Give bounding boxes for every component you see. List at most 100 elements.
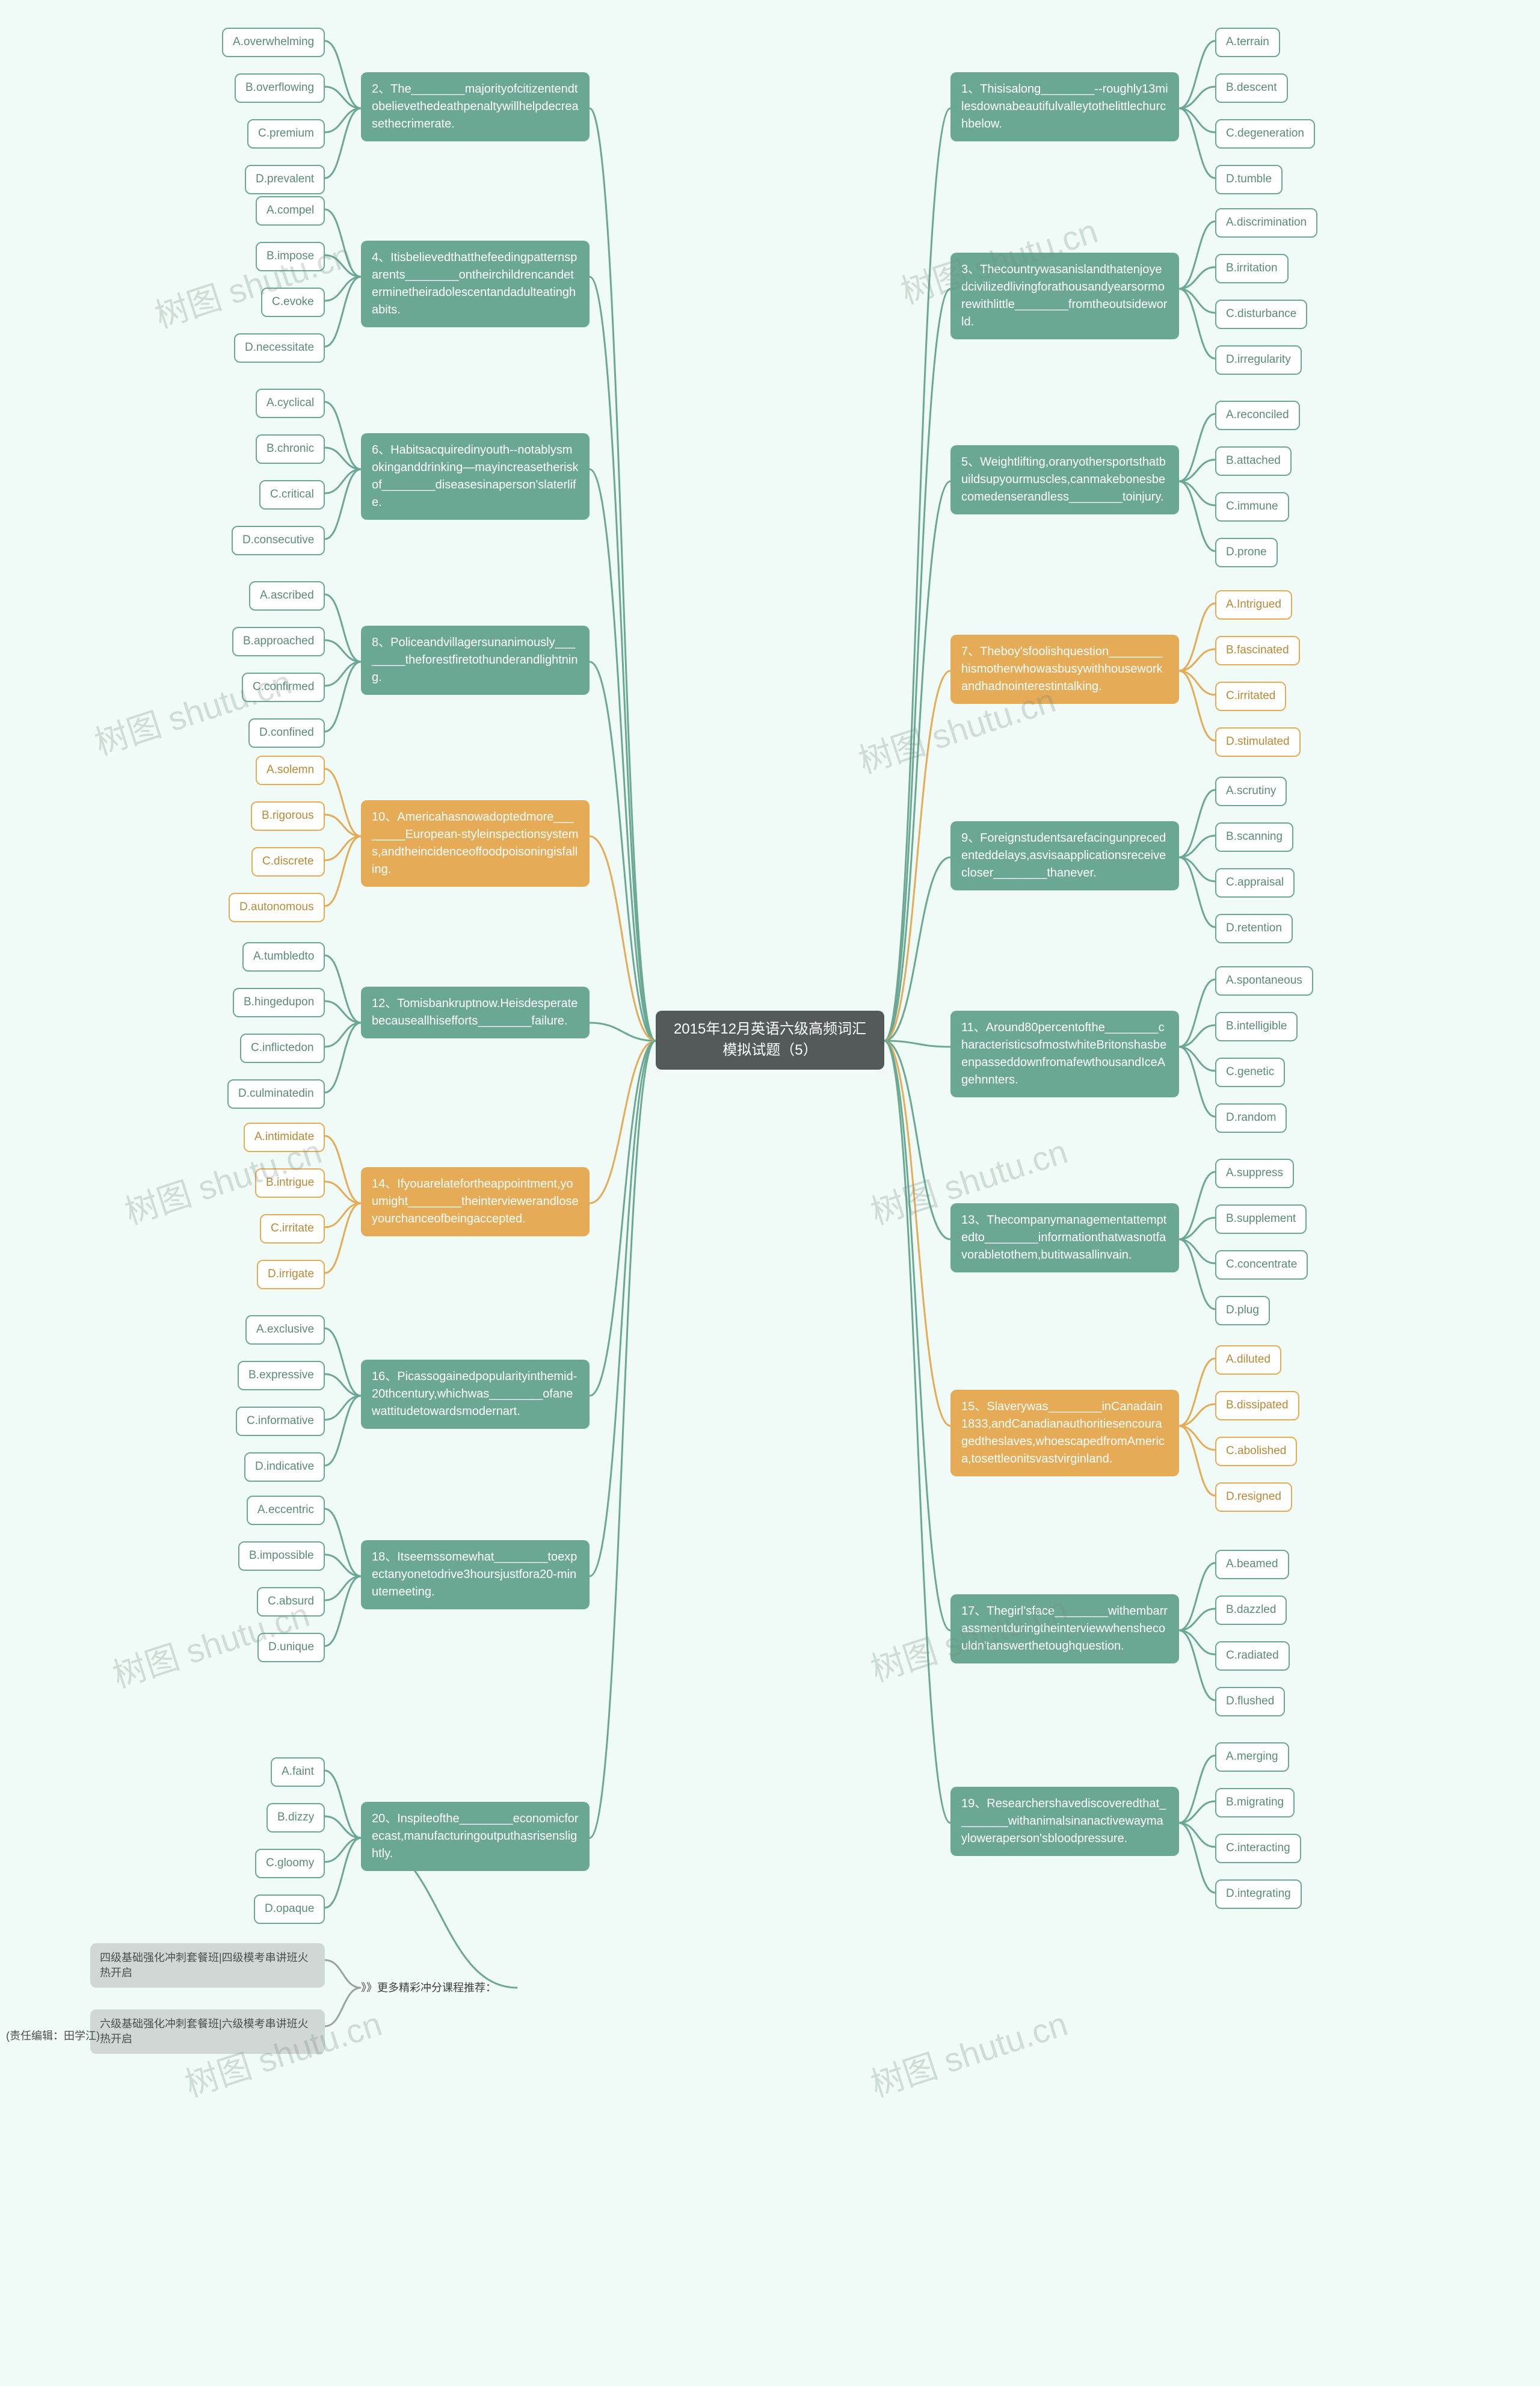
option-node: C.radiated (1215, 1641, 1290, 1671)
option-node: C.disturbance (1215, 300, 1307, 329)
option-node: C.genetic (1215, 1058, 1285, 1087)
option-node: B.migrating (1215, 1788, 1295, 1817)
option-node: B.supplement (1215, 1204, 1307, 1234)
option-node: D.prone (1215, 538, 1278, 567)
option-node: A.cyclical (256, 389, 325, 418)
option-node: A.exclusive (245, 1315, 325, 1345)
option-node: C.appraisal (1215, 868, 1295, 898)
question-node: 7、Theboy'sfoolishquestion________hismoth… (950, 635, 1179, 704)
option-node: D.prevalent (245, 165, 325, 194)
footer-credit: (责任编辑：田学江) (6, 2027, 100, 2043)
question-node: 5、Weightlifting,oranyothersportsthatbuil… (950, 445, 1179, 514)
option-node: A.eccentric (247, 1496, 325, 1525)
option-node: B.overflowing (235, 73, 325, 103)
question-node: 16、Picassogainedpopularityinthemid-20thc… (361, 1360, 590, 1429)
option-node: C.critical (259, 480, 325, 510)
option-node: B.approached (232, 627, 325, 656)
question-node: 3、Thecountrywasanislandthatenjoyedcivili… (950, 253, 1179, 339)
option-node: A.spontaneous (1215, 966, 1313, 996)
option-node: D.autonomous (229, 893, 325, 922)
option-node: D.plug (1215, 1296, 1270, 1325)
option-node: D.indicative (244, 1452, 325, 1482)
watermark: 树图 shutu.cn (148, 229, 357, 338)
option-node: A.intimidate (244, 1123, 325, 1152)
question-node: 2、The________majorityofcitizentendtobeli… (361, 72, 590, 141)
option-node: D.consecutive (232, 526, 325, 555)
option-node: A.discrimination (1215, 208, 1317, 238)
watermark: 树图 shutu.cn (88, 656, 297, 765)
option-node: D.integrating (1215, 1879, 1302, 1909)
question-node: 4、Itisbelievedthatthefeedingpatternspare… (361, 241, 590, 327)
option-node: C.informative (236, 1407, 325, 1436)
option-node: D.irregularity (1215, 345, 1302, 375)
option-node: B.expressive (238, 1361, 325, 1390)
option-node: C.evoke (261, 288, 325, 317)
option-node: B.rigorous (251, 801, 325, 831)
option-node: C.interacting (1215, 1834, 1301, 1863)
option-node: B.impossible (238, 1541, 325, 1571)
question-node: 9、Foreignstudentsarefacingunprecedentedd… (950, 821, 1179, 890)
option-node: D.confined (248, 718, 325, 748)
question-node: 12、Tomisbankruptnow.Heisdesperatebecause… (361, 987, 590, 1038)
question-node: 8、Policeandvillagersunanimously________t… (361, 626, 590, 695)
option-node: A.faint (271, 1757, 325, 1787)
footer-course-box: 四级基础强化冲刺套餐班|四级模考串讲班火热开启 (90, 1943, 325, 1988)
option-node: C.discrete (251, 847, 325, 877)
option-node: A.ascribed (249, 581, 325, 611)
option-node: A.Intrigued (1215, 590, 1292, 620)
option-node: B.intelligible (1215, 1012, 1298, 1041)
option-node: D.retention (1215, 914, 1293, 943)
option-node: C.degeneration (1215, 119, 1315, 149)
mindmap-canvas: 2015年12月英语六级高频词汇模拟试题（5） 2、The________majo… (0, 0, 1540, 2386)
option-node: D.random (1215, 1103, 1287, 1133)
option-node: D.opaque (254, 1894, 325, 1924)
footer-course-box: 六级基础强化冲刺套餐班|六级模考串讲班火热开启 (90, 2009, 325, 2054)
question-node: 19、Researchershavediscoveredthat________… (950, 1787, 1179, 1856)
option-node: A.overwhelming (222, 28, 325, 57)
question-node: 14、Ifyouarelatefortheappointment,youmigh… (361, 1167, 590, 1236)
option-node: A.beamed (1215, 1550, 1289, 1579)
option-node: A.terrain (1215, 28, 1280, 57)
question-node: 6、Habitsacquiredinyouth--notablysmokinga… (361, 433, 590, 520)
option-node: B.scanning (1215, 822, 1293, 852)
option-node: C.gloomy (255, 1849, 325, 1878)
watermark: 树图 shutu.cn (864, 1997, 1073, 2107)
question-node: 11、Around80percentofthe________character… (950, 1011, 1179, 1097)
option-node: A.reconciled (1215, 401, 1300, 430)
option-node: B.dazzled (1215, 1595, 1287, 1625)
option-node: C.irritated (1215, 682, 1286, 711)
option-node: C.inflictedon (240, 1034, 325, 1063)
option-node: A.solemn (256, 756, 325, 785)
option-node: B.dizzy (266, 1803, 325, 1833)
question-node: 1、Thisisalong________--roughly13milesdow… (950, 72, 1179, 141)
option-node: A.scrutiny (1215, 777, 1287, 806)
option-node: A.diluted (1215, 1345, 1281, 1375)
option-node: B.impose (256, 242, 325, 271)
footer-courses-label: 》》更多精彩冲分课程推荐： (361, 1979, 496, 1995)
option-node: B.irritation (1215, 254, 1289, 283)
option-node: C.absurd (257, 1587, 325, 1617)
question-node: 15、Slaverywas________inCanadain1833,andC… (950, 1390, 1179, 1476)
option-node: B.hingedupon (233, 988, 325, 1017)
option-node: B.attached (1215, 446, 1292, 476)
question-node: 18、Itseemssomewhat________toexpectanyone… (361, 1540, 590, 1609)
option-node: C.irritate (260, 1214, 325, 1244)
option-node: A.compel (256, 196, 325, 226)
option-node: D.flushed (1215, 1687, 1285, 1716)
option-node: C.abolished (1215, 1437, 1297, 1466)
option-node: A.merging (1215, 1742, 1289, 1772)
option-node: D.resigned (1215, 1482, 1292, 1512)
option-node: C.confirmed (242, 673, 325, 702)
option-node: C.concentrate (1215, 1250, 1308, 1280)
question-node: 17、Thegirl'sface________withembarrassmen… (950, 1594, 1179, 1663)
question-node: 13、Thecompanymanagementattemptedto______… (950, 1203, 1179, 1272)
root-node: 2015年12月英语六级高频词汇模拟试题（5） (656, 1011, 884, 1070)
option-node: B.fascinated (1215, 636, 1300, 665)
question-node: 10、Americahasnowadoptedmore________Europ… (361, 800, 590, 887)
option-node: D.tumble (1215, 165, 1283, 194)
option-node: D.irrigate (257, 1260, 325, 1289)
option-node: B.intrigue (255, 1168, 325, 1198)
option-node: D.culminatedin (227, 1079, 325, 1109)
question-node: 20、Inspiteofthe________economicforecast,… (361, 1802, 590, 1871)
option-node: A.tumbledto (242, 942, 325, 972)
